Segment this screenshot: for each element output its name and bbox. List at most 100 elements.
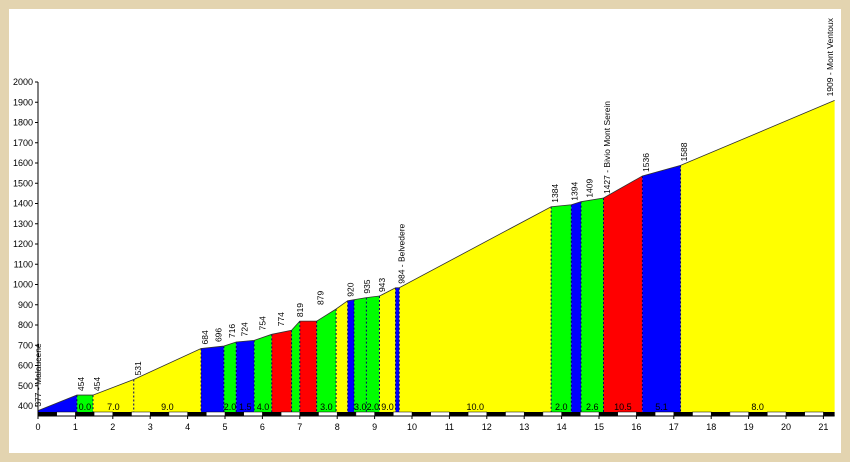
y-tick-label: 900 <box>18 300 33 310</box>
x-tick-label: 5 <box>222 422 227 432</box>
scale-bar-block <box>168 411 188 417</box>
elevation-label: 1536 <box>641 153 651 172</box>
scale-bar-block <box>93 411 114 417</box>
grade-label: 2.0 <box>367 402 380 412</box>
scale-bar-block <box>262 412 282 416</box>
y-tick-label: 1000 <box>13 280 33 290</box>
scale-bar-block <box>75 412 95 416</box>
elevation-label: 754 <box>257 316 267 330</box>
elevation-label: 1427 - Bivio Mont Serein <box>602 101 612 194</box>
scale-bar-block <box>112 412 132 416</box>
scale-bar-block <box>729 411 749 417</box>
scale-bar-block <box>38 412 57 416</box>
profile-segment <box>92 379 134 412</box>
elevation-label: 935 <box>362 279 372 293</box>
chart-frame: 400 500 600 700 800 900 1000 1100 1200 1300 1400 15… <box>9 9 841 453</box>
scale-bar-block <box>430 411 450 417</box>
y-tick-label: 1400 <box>13 199 33 209</box>
scale-bar-block <box>804 411 824 417</box>
scale-bar-block <box>599 412 618 416</box>
scale-bar-block <box>131 411 151 417</box>
profile-segment <box>379 287 396 412</box>
profile-segment <box>551 204 572 412</box>
elevation-label: 1409 <box>585 178 595 197</box>
x-tick-label: 13 <box>519 422 529 432</box>
x-tick-label: 6 <box>260 422 265 432</box>
grade-label: 1.5 <box>239 402 252 412</box>
y-tick-label: 1700 <box>13 138 33 148</box>
scale-bar-block <box>449 412 469 416</box>
scale-bar-block <box>150 412 169 416</box>
elevation-label: 1394 <box>570 182 580 201</box>
scale-bar-block <box>225 412 244 416</box>
scale-bar-block <box>617 411 637 417</box>
x-tick-label: 21 <box>818 422 828 432</box>
profile-segment <box>201 346 224 412</box>
grade-label: 10.0 <box>466 402 484 412</box>
profile-segment <box>133 348 202 412</box>
x-tick-label: 16 <box>631 422 641 432</box>
elevation-label: 984 - Belvedere <box>397 223 407 283</box>
grade-label: 0.0 <box>79 402 92 412</box>
profile-segment <box>347 299 355 412</box>
elevation-label: 774 <box>276 312 286 326</box>
scale-bar-block <box>673 412 693 416</box>
grade-label: 10.5 <box>614 402 632 412</box>
y-tick-label: 800 <box>18 320 33 330</box>
profile-segment <box>680 100 835 413</box>
scale-bar-block <box>355 411 375 417</box>
profile-segment <box>316 309 337 412</box>
x-tick-label: 14 <box>557 422 567 432</box>
profile-segment <box>603 175 643 412</box>
profile-segment <box>399 206 552 412</box>
profile-segment <box>223 342 237 412</box>
x-tick-label: 9 <box>372 422 377 432</box>
grade-label: 2.0 <box>224 402 237 412</box>
profile-segment <box>299 321 317 412</box>
y-tick-label: 2000 <box>13 77 33 87</box>
y-tick-label: 1500 <box>13 178 33 188</box>
scale-bar-block <box>393 411 413 417</box>
grade-label: 3.0 <box>354 402 367 412</box>
scale-bar-block <box>636 412 656 416</box>
scale-bar-block <box>299 412 319 416</box>
x-tick-label: 0 <box>35 422 40 432</box>
scale-bar-block <box>56 411 76 417</box>
elevation-label: 943 <box>377 278 387 292</box>
profile-segment <box>395 287 400 412</box>
y-tick-label: 1800 <box>13 118 33 128</box>
elevation-label: 879 <box>315 291 325 305</box>
scale-bar-block <box>580 411 600 417</box>
scale-bar-block <box>318 411 338 417</box>
grade-label: 2.6 <box>586 402 599 412</box>
profile-segment <box>291 321 300 412</box>
scale-bar-block <box>561 412 581 416</box>
profile-segment <box>271 330 292 412</box>
elevation-label: 716 <box>227 324 237 338</box>
elevation-label: 454 <box>76 377 86 391</box>
elevation-profile-chart: 4005006007008009001000110012001300140015… <box>13 17 835 432</box>
grade-label: 8.0 <box>751 402 764 412</box>
grade-label: 3.0 <box>320 402 333 412</box>
profile-segment <box>571 201 582 412</box>
scale-bar-block <box>542 411 562 417</box>
x-tick-label: 3 <box>148 422 153 432</box>
y-tick-label: 400 <box>18 401 33 411</box>
x-tick-label: 19 <box>744 422 754 432</box>
elevation-label: 1909 - Mont Ventoux <box>825 17 835 96</box>
elevation-label: 724 <box>239 322 249 336</box>
grade-label: 9.0 <box>381 402 394 412</box>
grade-label: 2.0 <box>555 402 568 412</box>
grade-label: 9.0 <box>161 402 174 412</box>
grade-label: 5.1 <box>655 402 668 412</box>
scale-bar-block <box>654 411 675 417</box>
y-tick-label: 600 <box>18 361 33 371</box>
x-tick-label: 4 <box>185 422 190 432</box>
y-tick-label: 500 <box>18 381 33 391</box>
x-tick-label: 12 <box>482 422 492 432</box>
elevation-label: 684 <box>200 330 210 344</box>
elevation-label: 531 <box>133 361 143 375</box>
scale-bar-block <box>711 412 730 416</box>
scale-bar-block <box>337 412 356 416</box>
scale-bar-block <box>243 411 263 417</box>
